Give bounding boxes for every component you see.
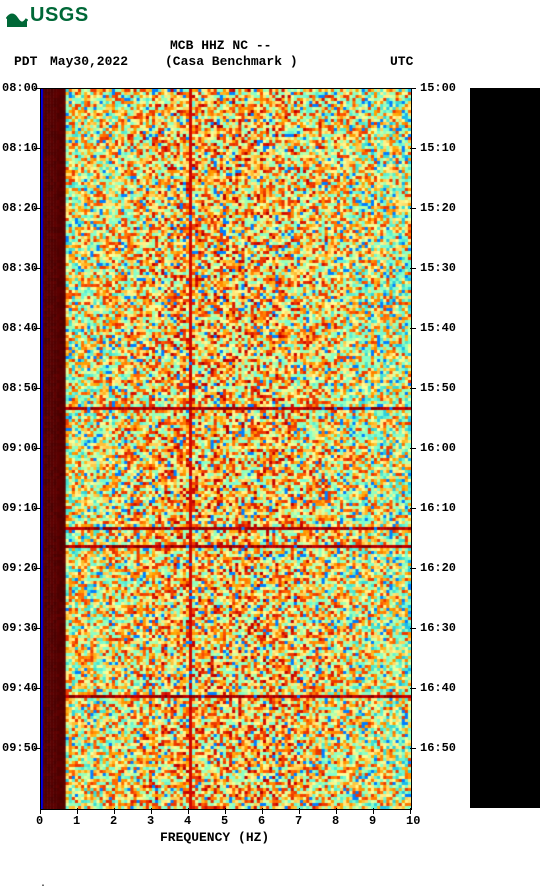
date-label: May30,2022 [50, 54, 128, 69]
y-tick [410, 388, 416, 389]
y-tick-label: 08:30 [2, 261, 38, 275]
y-tick-label: 16:30 [420, 621, 456, 635]
y-tick [410, 628, 416, 629]
spectrogram-plot [40, 88, 412, 810]
station-line: MCB HHZ NC -- [170, 38, 271, 53]
y-tick-label: 09:40 [2, 681, 38, 695]
y-tick-label: 09:00 [2, 441, 38, 455]
y-tick [410, 208, 416, 209]
y-tick-label: 16:20 [420, 561, 456, 575]
x-tick-label: 6 [258, 814, 265, 828]
y-tick [410, 568, 416, 569]
y-tick-label: 16:50 [420, 741, 456, 755]
x-tick-label: 9 [369, 814, 376, 828]
y-tick-label: 09:20 [2, 561, 38, 575]
utc-label: UTC [390, 54, 413, 69]
y-tick [410, 508, 416, 509]
y-tick [410, 448, 416, 449]
y-tick-label: 16:40 [420, 681, 456, 695]
y-tick-label: 15:10 [420, 141, 456, 155]
y-tick-label: 16:00 [420, 441, 456, 455]
amplitude-strip [470, 88, 540, 808]
y-tick-label: 08:50 [2, 381, 38, 395]
spectrogram-canvas [41, 89, 411, 809]
footnote-mark: . [40, 879, 46, 890]
y-tick-label: 08:40 [2, 321, 38, 335]
y-tick-label: 08:20 [2, 201, 38, 215]
y-tick-label: 09:30 [2, 621, 38, 635]
usgs-wave-icon [6, 5, 28, 27]
y-tick-label: 15:00 [420, 81, 456, 95]
x-tick-label: 8 [332, 814, 339, 828]
y-tick-label: 15:30 [420, 261, 456, 275]
y-tick [410, 688, 416, 689]
x-tick-label: 3 [147, 814, 154, 828]
y-tick [410, 88, 416, 89]
x-tick-label: 7 [295, 814, 302, 828]
y-tick-label: 08:00 [2, 81, 38, 95]
x-tick-label: 5 [221, 814, 228, 828]
x-axis-title: FREQUENCY (HZ) [160, 830, 269, 845]
y-tick-label: 15:50 [420, 381, 456, 395]
x-tick-label: 4 [184, 814, 191, 828]
station-name: (Casa Benchmark ) [165, 54, 298, 69]
usgs-logo-text: USGS [30, 4, 89, 27]
x-tick-label: 2 [110, 814, 117, 828]
y-tick [410, 148, 416, 149]
y-tick [410, 328, 416, 329]
y-tick-label: 09:50 [2, 741, 38, 755]
y-tick-label: 15:20 [420, 201, 456, 215]
y-tick-label: 08:10 [2, 141, 38, 155]
x-tick-label: 10 [406, 814, 420, 828]
usgs-logo: USGS [6, 4, 89, 27]
x-tick-label: 0 [36, 814, 43, 828]
y-tick-label: 16:10 [420, 501, 456, 515]
x-tick-label: 1 [73, 814, 80, 828]
pdt-label: PDT [14, 54, 37, 69]
y-tick-label: 09:10 [2, 501, 38, 515]
y-tick [410, 268, 416, 269]
y-tick [410, 748, 416, 749]
y-tick-label: 15:40 [420, 321, 456, 335]
